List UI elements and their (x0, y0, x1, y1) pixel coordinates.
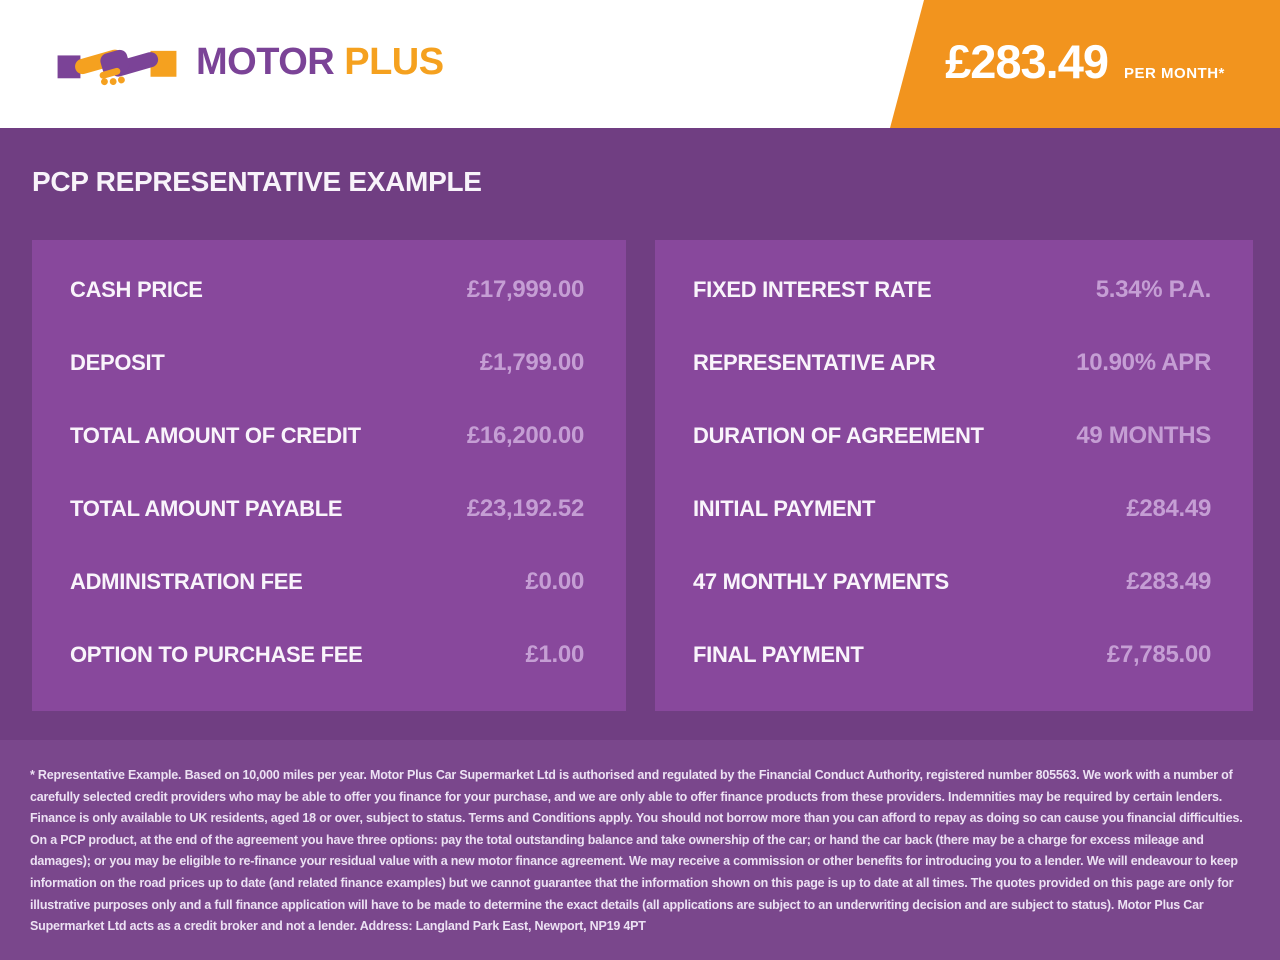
handshake-icon (56, 28, 178, 97)
finance-row-total-credit: TOTAL AMOUNT OF CREDIT £16,200.00 (70, 422, 584, 450)
brand-name-plus: PLUS (344, 41, 444, 83)
header: MOTOR PLUS £283.49 PER MONTH* (0, 0, 1280, 128)
finance-label: ADMINISTRATION FEE (70, 569, 303, 594)
finance-label: CASH PRICE (70, 277, 203, 302)
monthly-price: £283.49 (945, 35, 1109, 88)
brand-name: MOTOR PLUS (196, 41, 444, 84)
page-title: PCP REPRESENTATIVE EXAMPLE (32, 166, 482, 197)
finance-panel-left: CASH PRICE £17,999.00 DEPOSIT £1,799.00 … (32, 240, 626, 711)
finance-row-option-fee: OPTION TO PURCHASE FEE £1.00 (70, 641, 584, 669)
finance-row-monthly-payments: 47 MONTHLY PAYMENTS £283.49 (693, 568, 1211, 596)
finance-label: 47 MONTHLY PAYMENTS (693, 569, 949, 594)
finance-label: OPTION TO PURCHASE FEE (70, 642, 363, 667)
footer: * Representative Example. Based on 10,00… (0, 740, 1280, 960)
finance-value: £23,192.52 (466, 495, 584, 522)
legal-disclaimer: * Representative Example. Based on 10,00… (30, 768, 1243, 934)
finance-row-deposit: DEPOSIT £1,799.00 (70, 349, 584, 377)
finance-value: £16,200.00 (466, 422, 584, 449)
finance-label: FIXED INTEREST RATE (693, 277, 932, 302)
brand-name-motor: MOTOR (196, 41, 335, 83)
monthly-price-suffix: PER MONTH* (1124, 65, 1225, 82)
finance-label: FINAL PAYMENT (693, 642, 864, 667)
finance-row-final-payment: FINAL PAYMENT £7,785.00 (693, 641, 1211, 669)
finance-label: TOTAL AMOUNT OF CREDIT (70, 423, 361, 448)
finance-row-duration: DURATION OF AGREEMENT 49 MONTHS (693, 422, 1211, 450)
finance-label: REPRESENTATIVE APR (693, 350, 936, 375)
finance-label: INITIAL PAYMENT (693, 496, 876, 521)
finance-value: £0.00 (525, 568, 584, 595)
finance-row-interest-rate: FIXED INTEREST RATE 5.34% P.A. (693, 276, 1211, 304)
finance-value: 10.90% APR (1076, 349, 1211, 376)
finance-value: £17,999.00 (466, 276, 584, 303)
finance-row-apr: REPRESENTATIVE APR 10.90% APR (693, 349, 1211, 377)
finance-label: TOTAL AMOUNT PAYABLE (70, 496, 343, 521)
finance-value: £7,785.00 (1106, 641, 1211, 668)
price-banner: £283.49 PER MONTH* (890, 0, 1280, 128)
finance-value: 5.34% P.A. (1095, 276, 1212, 303)
finance-value: £1,799.00 (479, 349, 584, 376)
finance-label: DURATION OF AGREEMENT (693, 423, 984, 448)
finance-row-cash-price: CASH PRICE £17,999.00 (70, 276, 584, 304)
finance-label: DEPOSIT (70, 350, 165, 375)
finance-row-admin-fee: ADMINISTRATION FEE £0.00 (70, 568, 584, 596)
finance-row-total-payable: TOTAL AMOUNT PAYABLE £23,192.52 (70, 495, 584, 523)
finance-row-initial-payment: INITIAL PAYMENT £284.49 (693, 495, 1211, 523)
finance-value: £284.49 (1126, 495, 1211, 522)
finance-panel-right: FIXED INTEREST RATE 5.34% P.A. REPRESENT… (655, 240, 1253, 711)
finance-value: £1.00 (525, 641, 584, 668)
finance-value: 49 MONTHS (1076, 422, 1211, 449)
motor-plus-logo[interactable]: MOTOR PLUS (56, 28, 444, 97)
finance-value: £283.49 (1126, 568, 1211, 595)
